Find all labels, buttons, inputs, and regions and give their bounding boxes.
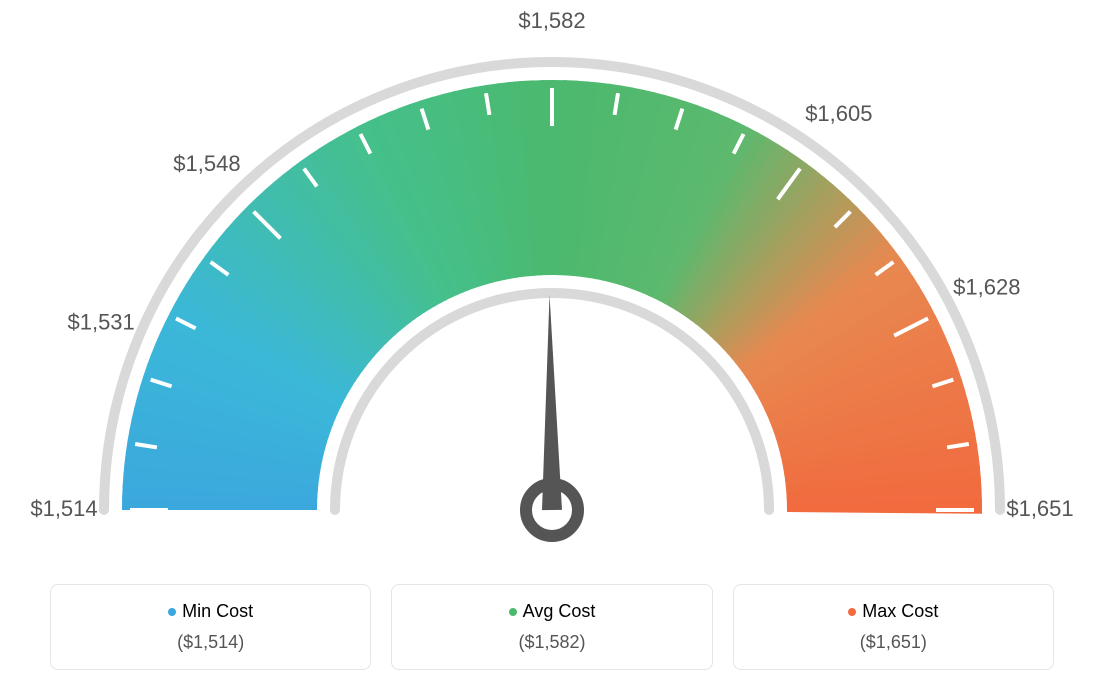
legend-dot-avg	[509, 608, 517, 616]
svg-text:$1,514: $1,514	[30, 496, 97, 521]
legend-value-min: ($1,514)	[71, 632, 350, 653]
legend-card-avg: Avg Cost ($1,582)	[391, 584, 712, 670]
svg-text:$1,605: $1,605	[805, 101, 872, 126]
legend-title-min: Min Cost	[71, 601, 350, 622]
gauge-svg: $1,514 $1,531 $1,548 $1,582 $1,605 $1,628 $1,6…	[0, 0, 1104, 560]
legend-row: Min Cost ($1,514) Avg Cost ($1,582) Max …	[50, 584, 1054, 670]
legend-title-avg: Avg Cost	[412, 601, 691, 622]
chart-container: $1,514 $1,531 $1,548 $1,582 $1,605 $1,628 $1,6…	[0, 0, 1104, 690]
legend-card-max: Max Cost ($1,651)	[733, 584, 1054, 670]
legend-title-max: Max Cost	[754, 601, 1033, 622]
svg-text:$1,651: $1,651	[1006, 496, 1073, 521]
svg-text:$1,531: $1,531	[67, 309, 134, 334]
legend-dot-max	[848, 608, 856, 616]
svg-text:$1,548: $1,548	[173, 151, 240, 176]
legend-value-avg: ($1,582)	[412, 632, 691, 653]
svg-text:$1,582: $1,582	[518, 8, 585, 33]
svg-text:$1,628: $1,628	[953, 274, 1020, 299]
legend-card-min: Min Cost ($1,514)	[50, 584, 371, 670]
legend-dot-min	[168, 608, 176, 616]
legend-label-avg: Avg Cost	[523, 601, 596, 621]
legend-label-min: Min Cost	[182, 601, 253, 621]
legend-value-max: ($1,651)	[754, 632, 1033, 653]
legend-label-max: Max Cost	[862, 601, 938, 621]
gauge-chart: $1,514 $1,531 $1,548 $1,582 $1,605 $1,628 $1,6…	[0, 0, 1104, 560]
